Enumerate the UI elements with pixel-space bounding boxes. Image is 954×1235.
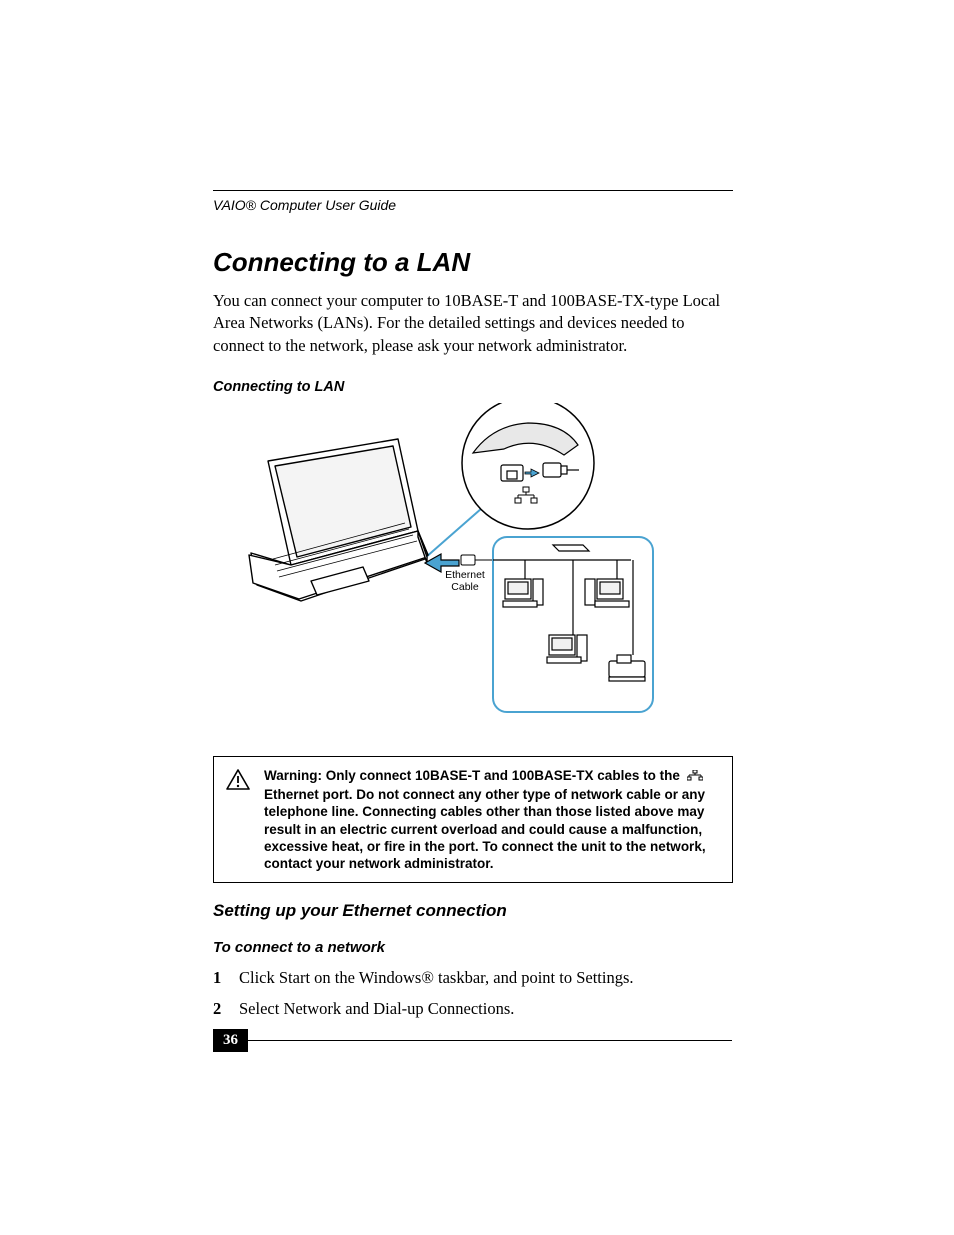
ethernet-label-2: Cable xyxy=(451,581,479,593)
page-number: 36 xyxy=(213,1029,248,1052)
ethernet-label-1: Ethernet xyxy=(445,569,485,581)
ethernet-port-icon xyxy=(687,769,703,786)
warning-triangle-icon xyxy=(226,769,250,791)
step-item: 2 Select Network and Dial-up Connections… xyxy=(213,997,733,1022)
page-title: Connecting to a LAN xyxy=(213,247,733,278)
step-text: Click Start on the Windows® taskbar, and… xyxy=(239,966,634,991)
subheading-to-connect: To connect to a network xyxy=(213,939,733,956)
content-column: VAIO® Computer User Guide Connecting to … xyxy=(213,190,733,1028)
figure-caption: Connecting to LAN xyxy=(213,379,733,395)
footer-rule xyxy=(248,1040,732,1041)
figure-connecting-to-lan: Ethernet Cable xyxy=(213,403,733,728)
warning-text-before: Warning: Only connect 10BASE-T and 100BA… xyxy=(264,768,680,783)
section-heading-ethernet: Setting up your Ethernet connection xyxy=(213,901,733,921)
step-item: 1 Click Start on the Windows® taskbar, a… xyxy=(213,966,733,991)
warning-text: Warning: Only connect 10BASE-T and 100BA… xyxy=(264,767,720,873)
warning-box: Warning: Only connect 10BASE-T and 100BA… xyxy=(213,756,733,884)
step-number: 2 xyxy=(213,997,239,1022)
steps-list: 1 Click Start on the Windows® taskbar, a… xyxy=(213,966,733,1022)
step-text: Select Network and Dial-up Connections. xyxy=(239,997,514,1022)
intro-paragraph: You can connect your computer to 10BASE-… xyxy=(213,290,733,357)
footer: 36 xyxy=(213,1029,733,1052)
running-head: VAIO® Computer User Guide xyxy=(213,197,733,213)
step-number: 1 xyxy=(213,966,239,991)
warning-text-after: Ethernet port. Do not connect any other … xyxy=(264,787,706,871)
lan-diagram-svg: Ethernet Cable xyxy=(213,403,655,723)
header-rule xyxy=(213,190,733,191)
page: VAIO® Computer User Guide Connecting to … xyxy=(0,0,954,1235)
